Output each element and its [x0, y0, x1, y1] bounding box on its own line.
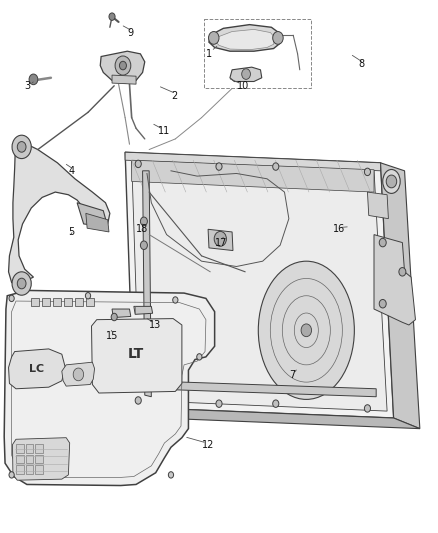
- Text: 2: 2: [171, 91, 177, 101]
- Text: 4: 4: [68, 166, 74, 176]
- Circle shape: [141, 217, 148, 225]
- Circle shape: [273, 163, 279, 170]
- Circle shape: [17, 142, 26, 152]
- Bar: [75, 298, 83, 306]
- Circle shape: [197, 354, 202, 360]
- Circle shape: [399, 268, 406, 276]
- Circle shape: [120, 61, 127, 70]
- Bar: [25, 455, 33, 463]
- Ellipse shape: [383, 169, 400, 193]
- Bar: [35, 465, 43, 474]
- Bar: [16, 455, 24, 463]
- Text: 12: 12: [201, 440, 214, 450]
- Bar: [16, 465, 24, 474]
- Circle shape: [135, 160, 141, 167]
- Text: 13: 13: [149, 320, 161, 330]
- Circle shape: [173, 297, 178, 303]
- Polygon shape: [12, 438, 70, 480]
- Circle shape: [364, 168, 371, 175]
- Polygon shape: [132, 160, 387, 411]
- Text: 1: 1: [206, 49, 212, 59]
- Circle shape: [214, 231, 226, 246]
- Bar: [35, 455, 43, 463]
- Circle shape: [273, 31, 283, 44]
- Polygon shape: [112, 75, 136, 84]
- Polygon shape: [230, 67, 262, 82]
- Text: 11: 11: [158, 126, 170, 136]
- Polygon shape: [208, 229, 233, 251]
- Circle shape: [135, 397, 141, 404]
- Circle shape: [168, 472, 173, 478]
- Bar: [25, 444, 33, 453]
- Polygon shape: [9, 144, 110, 285]
- Polygon shape: [215, 29, 275, 50]
- Circle shape: [109, 13, 115, 20]
- Polygon shape: [86, 213, 109, 232]
- Text: 5: 5: [68, 227, 74, 237]
- Circle shape: [379, 238, 386, 247]
- Text: 18: 18: [136, 224, 148, 235]
- Text: 7: 7: [289, 370, 295, 381]
- Text: 8: 8: [359, 60, 365, 69]
- Circle shape: [115, 56, 131, 75]
- Circle shape: [208, 31, 219, 44]
- Polygon shape: [132, 160, 374, 192]
- Text: LT: LT: [128, 347, 144, 361]
- Circle shape: [12, 135, 31, 159]
- Bar: [64, 298, 72, 306]
- Polygon shape: [134, 306, 152, 314]
- Circle shape: [9, 472, 14, 478]
- Polygon shape: [381, 163, 420, 429]
- Text: 10: 10: [237, 81, 249, 91]
- Bar: [31, 298, 39, 306]
- Polygon shape: [9, 349, 65, 389]
- Polygon shape: [112, 309, 131, 318]
- Circle shape: [141, 241, 148, 249]
- Bar: [25, 465, 33, 474]
- Polygon shape: [367, 192, 389, 219]
- Bar: [53, 298, 61, 306]
- Circle shape: [111, 313, 117, 321]
- Circle shape: [301, 324, 311, 337]
- Circle shape: [364, 405, 371, 412]
- Text: 16: 16: [332, 224, 345, 235]
- Text: 15: 15: [106, 330, 118, 341]
- Circle shape: [29, 74, 38, 85]
- Polygon shape: [143, 171, 151, 397]
- Text: 17: 17: [215, 238, 227, 247]
- Bar: [35, 444, 43, 453]
- Polygon shape: [125, 152, 381, 171]
- Circle shape: [12, 272, 31, 295]
- Ellipse shape: [258, 261, 354, 399]
- Polygon shape: [92, 319, 182, 393]
- Polygon shape: [62, 362, 95, 386]
- Circle shape: [386, 175, 397, 188]
- Text: LC: LC: [29, 364, 45, 374]
- Circle shape: [73, 368, 84, 381]
- Text: 9: 9: [127, 28, 134, 38]
- Bar: [86, 298, 94, 306]
- Polygon shape: [145, 381, 376, 397]
- Polygon shape: [125, 152, 394, 418]
- Circle shape: [85, 293, 91, 299]
- Circle shape: [242, 69, 251, 79]
- Bar: [16, 444, 24, 453]
- Circle shape: [216, 400, 222, 407]
- Circle shape: [216, 163, 222, 170]
- Polygon shape: [209, 25, 280, 51]
- Polygon shape: [77, 203, 108, 227]
- Circle shape: [379, 300, 386, 308]
- Text: 3: 3: [25, 81, 31, 91]
- Circle shape: [17, 278, 26, 289]
- Polygon shape: [100, 51, 145, 83]
- Circle shape: [9, 295, 14, 302]
- Circle shape: [273, 400, 279, 407]
- Polygon shape: [4, 290, 215, 486]
- Bar: [42, 298, 50, 306]
- Polygon shape: [374, 235, 416, 325]
- Polygon shape: [134, 407, 420, 429]
